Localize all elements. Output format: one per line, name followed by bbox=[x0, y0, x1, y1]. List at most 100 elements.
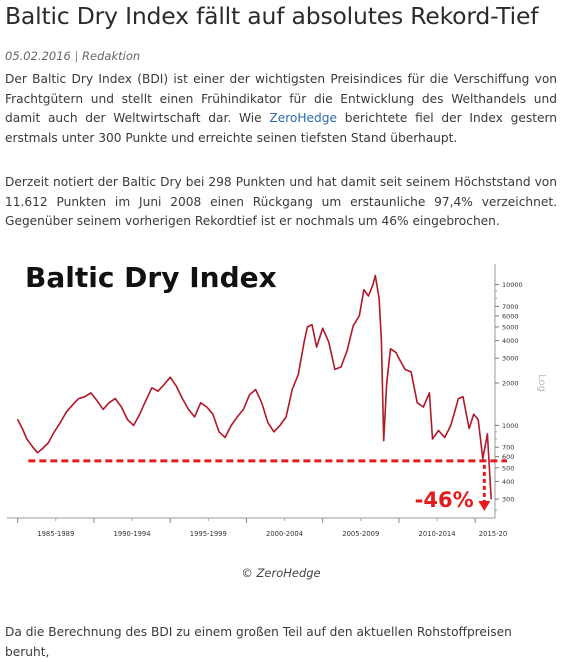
baltic-dry-index-chart: Baltic Dry Index 300 400 500 600 700 1000 2000… bbox=[5, 252, 557, 548]
bdi-data-point bbox=[450, 424, 452, 426]
x-tick-label: 1990-1994 bbox=[114, 530, 151, 538]
bdi-data-point bbox=[490, 498, 492, 500]
bdi-data-point bbox=[102, 408, 104, 410]
bdi-data-point bbox=[462, 396, 464, 398]
bdi-data-point bbox=[315, 346, 318, 348]
bdi-data-point bbox=[187, 408, 190, 410]
paragraph-intro-text-2: berichtete fiel der Index gestern erstma… bbox=[5, 111, 558, 145]
x-tick-label: 2010-2014 bbox=[419, 530, 456, 538]
bdi-data-point bbox=[380, 340, 382, 342]
paragraph-intro: Der Baltic Dry Index (BDI) ist einer der… bbox=[5, 70, 557, 148]
x-tick-label: 2015-20 bbox=[479, 530, 507, 538]
bdi-data-point bbox=[114, 397, 116, 400]
bdi-data-point bbox=[334, 368, 336, 370]
bdi-data-point bbox=[322, 327, 324, 329]
bdi-data-point bbox=[267, 421, 269, 424]
bdi-data-point bbox=[477, 418, 479, 421]
bdi-data-point bbox=[41, 448, 43, 450]
bdi-data-point bbox=[32, 446, 34, 448]
bdi-data-point bbox=[65, 411, 68, 413]
paragraph-continuation: Da die Berechnung des BDI zu einem große… bbox=[5, 625, 512, 659]
bdi-data-point bbox=[285, 416, 287, 418]
bdi-data-point bbox=[398, 357, 400, 359]
bdi-data-point bbox=[59, 421, 61, 424]
bdi-data-point bbox=[151, 387, 153, 389]
bdi-data-point bbox=[378, 297, 380, 299]
x-tick-label: 1985-1989 bbox=[37, 530, 74, 538]
bdi-data-point bbox=[473, 413, 475, 415]
bdi-data-point bbox=[395, 351, 397, 353]
bdi-data-point bbox=[279, 424, 281, 426]
bdi-data-point bbox=[358, 315, 360, 317]
meta-separator: | bbox=[74, 49, 79, 63]
article-date: 05.02.2016 bbox=[5, 49, 71, 63]
zerohedge-link[interactable]: ZeroHedge bbox=[269, 111, 338, 126]
bdi-data-point bbox=[218, 431, 220, 433]
bdi-data-point bbox=[90, 392, 92, 394]
bdi-data-point bbox=[157, 390, 159, 392]
article-meta: 05.02.2016 | Redaktion bbox=[5, 49, 140, 63]
y-tick-label: 300 bbox=[502, 496, 514, 504]
bdi-data-point bbox=[437, 429, 440, 432]
x-tick-label: 2000-2004 bbox=[266, 530, 303, 538]
bdi-data-point bbox=[428, 392, 431, 394]
bdi-data-point bbox=[352, 325, 354, 327]
y-tick-label: 700 bbox=[502, 444, 514, 452]
bdi-data-point bbox=[346, 349, 348, 352]
article-author[interactable]: Redaktion bbox=[82, 49, 141, 63]
bdi-data-point bbox=[261, 402, 263, 404]
bdi-data-point bbox=[236, 416, 238, 418]
bdi-series-line bbox=[16, 274, 492, 500]
y-tick-label: 7000 bbox=[502, 303, 519, 311]
bdi-data-point bbox=[297, 373, 299, 376]
bdi-data-point bbox=[230, 424, 232, 426]
bdi-data-point bbox=[367, 295, 370, 297]
chart-title: Baltic Dry Index bbox=[25, 261, 277, 294]
bdi-data-point bbox=[78, 397, 80, 400]
bdi-data-point bbox=[273, 431, 275, 433]
bdi-data-point bbox=[457, 397, 459, 400]
bdi-data-point bbox=[206, 406, 208, 408]
y-tick-label: 4000 bbox=[502, 337, 519, 345]
bdi-data-point bbox=[175, 385, 177, 387]
series-layer bbox=[16, 274, 492, 500]
bdi-data-point bbox=[181, 397, 183, 400]
bdi-data-point bbox=[303, 340, 305, 342]
bdi-data-point bbox=[53, 431, 55, 433]
bdi-data-point bbox=[212, 413, 214, 415]
bdi-data-point bbox=[248, 394, 251, 396]
bdi-data-point bbox=[120, 406, 122, 408]
bdi-data-point bbox=[17, 418, 19, 421]
bdi-data-point bbox=[193, 416, 196, 418]
bdi-data-point bbox=[404, 368, 406, 370]
y-axis-label: Log bbox=[536, 374, 547, 392]
bdi-data-point bbox=[145, 400, 147, 402]
bdi-data-point bbox=[224, 436, 226, 439]
bdi-data-point bbox=[389, 348, 392, 350]
bdi-data-point bbox=[96, 400, 98, 402]
bdi-data-point bbox=[363, 289, 365, 291]
y-tick-label: 5000 bbox=[502, 323, 519, 331]
annotation-layer: -46% bbox=[28, 459, 507, 512]
bdi-data-point bbox=[422, 406, 424, 408]
bdi-data-point bbox=[163, 383, 165, 386]
bdi-data-point bbox=[139, 413, 141, 415]
y-tick-label: 6000 bbox=[502, 312, 519, 320]
paragraph-intro-text-1: Der Baltic Dry Index (BDI) ist einer der… bbox=[5, 72, 557, 126]
y-tick-label: 600 bbox=[502, 453, 514, 461]
bdi-data-point bbox=[108, 402, 110, 404]
bdi-data-point bbox=[47, 442, 49, 444]
bdi-data-point bbox=[242, 408, 244, 410]
x-tick-label: 2005-2009 bbox=[342, 530, 379, 538]
bdi-data-point bbox=[169, 376, 171, 378]
bdi-data-point bbox=[486, 433, 488, 435]
bdi-data-point bbox=[383, 439, 385, 442]
bdi-data-point bbox=[291, 388, 293, 391]
paragraph-current-level: Derzeit notiert der Baltic Dry bei 298 P… bbox=[5, 175, 557, 229]
bdi-data-point bbox=[254, 388, 257, 391]
bdi-data-point bbox=[306, 326, 309, 328]
bdi-data-point bbox=[444, 436, 446, 439]
bdi-data-point bbox=[71, 404, 74, 406]
